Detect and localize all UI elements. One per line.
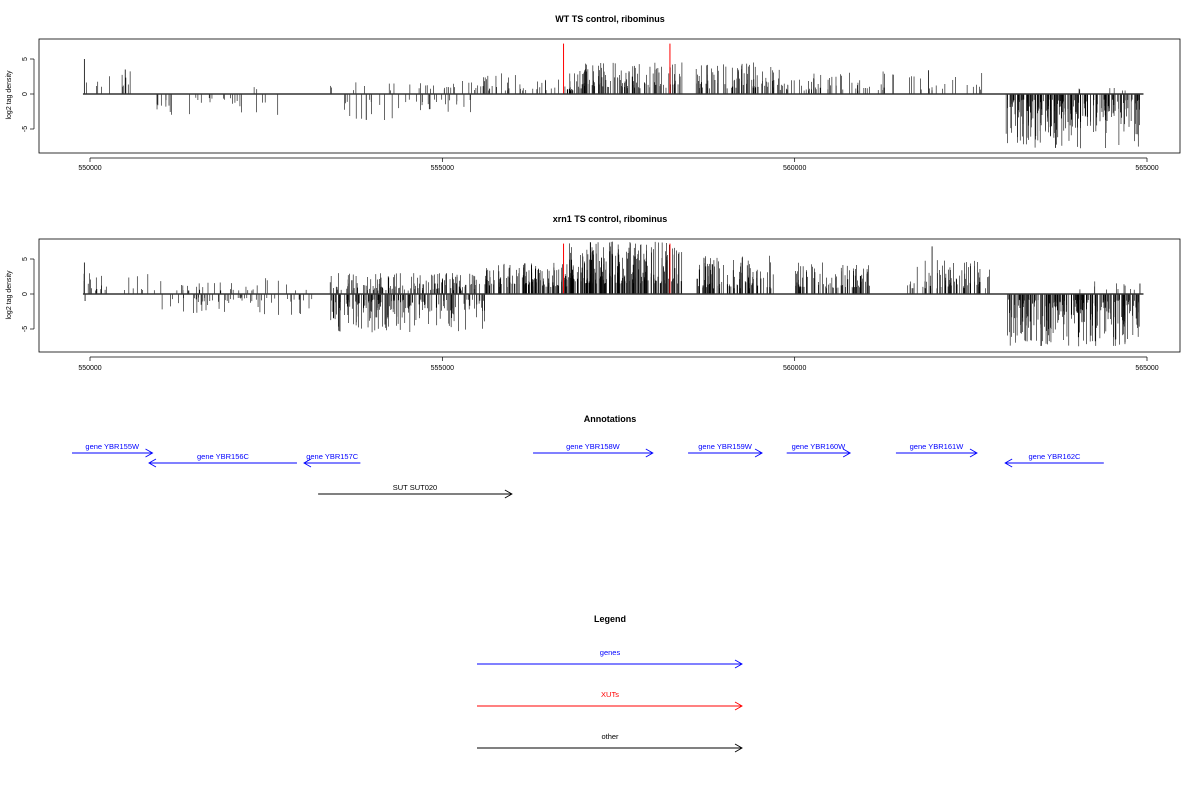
feature-arrowhead — [1004, 458, 1013, 468]
y-tick-label: -5 — [22, 126, 29, 132]
feature-arrowhead — [754, 448, 763, 458]
legend: Legend genes XUTs other — [477, 614, 743, 753]
annotation-feature: gene YBR160W — [786, 442, 852, 458]
legend-item: XUTs — [477, 690, 743, 711]
feature-arrowhead — [842, 448, 852, 458]
feature-label: SUT SUT020 — [393, 483, 437, 492]
x-tick-label: 565000 — [1135, 165, 1158, 172]
x-tick-label: 550000 — [78, 365, 101, 372]
wt-axis-ticks: 550000 555000 560000 565000 -5 0 5 — [22, 57, 1159, 172]
annotation-feature: gene YBR155W — [72, 442, 154, 458]
annotation-feature: gene YBR156C — [148, 452, 297, 468]
wt-plot-frame — [38, 38, 1181, 154]
xrn1-tag-density-panel: xrn1 TS control, ribominus log2 tag dens… — [6, 214, 1181, 372]
annotation-features: gene YBR155W gene YBR156C gene YBR157C gene… — [72, 442, 1104, 499]
xrn1-plot-frame — [38, 238, 1181, 353]
annotation-feature: gene YBR157C — [303, 452, 361, 468]
feature-label: gene YBR162C — [1028, 452, 1081, 461]
y-tick-label: -5 — [22, 326, 29, 332]
legend-items: genes XUTs other — [477, 648, 743, 753]
legend-item: genes — [477, 648, 743, 669]
feature-label: gene YBR157C — [306, 452, 359, 461]
y-tick-label: 0 — [22, 92, 29, 96]
y-tick-label: 5 — [22, 257, 29, 261]
y-tick-label: 5 — [22, 57, 29, 61]
legend-label: genes — [600, 648, 621, 657]
feature-label: gene YBR160W — [792, 442, 847, 451]
feature-arrowhead — [145, 448, 154, 458]
x-tick-label: 560000 — [783, 365, 806, 372]
x-tick-label: 550000 — [78, 165, 101, 172]
annotation-feature: gene YBR162C — [1004, 452, 1104, 468]
annotation-feature: SUT SUT020 — [318, 483, 513, 499]
legend-arrowhead — [734, 701, 743, 711]
feature-arrowhead — [645, 448, 654, 458]
legend-arrowhead — [734, 743, 743, 753]
y-tick-label: 0 — [22, 292, 29, 296]
feature-label: gene YBR159W — [698, 442, 753, 451]
wt-y-axis-label: log2 tag density — [6, 70, 13, 120]
feature-label: gene YBR156C — [197, 452, 250, 461]
annotations-title: Annotations — [584, 414, 637, 424]
annotation-feature: gene YBR159W — [688, 442, 763, 458]
feature-label: gene YBR161W — [910, 442, 965, 451]
legend-item: other — [477, 732, 743, 753]
feature-label: gene YBR158W — [566, 442, 621, 451]
legend-title: Legend — [594, 614, 626, 624]
xrn1-bars — [82, 241, 1144, 347]
x-tick-label: 555000 — [431, 365, 454, 372]
wt-panel-title: WT TS control, ribominus — [555, 14, 665, 24]
annotation-feature: gene YBR161W — [895, 442, 978, 458]
legend-label: other — [601, 732, 619, 741]
x-tick-label: 555000 — [431, 165, 454, 172]
xrn1-axis-ticks: 550000 555000 560000 565000 -5 0 5 — [22, 257, 1159, 372]
feature-arrowhead — [148, 458, 157, 468]
wt-bars — [82, 43, 1144, 149]
annotation-feature: gene YBR158W — [533, 442, 654, 458]
wt-tag-density-panel: WT TS control, ribominus log2 tag densit… — [6, 14, 1181, 172]
feature-label: gene YBR155W — [85, 442, 140, 451]
xrn1-panel-title: xrn1 TS control, ribominus — [553, 214, 668, 224]
feature-arrowhead — [504, 489, 513, 499]
xrn1-y-axis-label: log2 tag density — [6, 270, 13, 320]
legend-arrowhead — [734, 659, 743, 669]
feature-arrowhead — [969, 448, 978, 458]
legend-label: XUTs — [601, 690, 619, 699]
feature-arrowhead — [303, 458, 312, 468]
x-tick-label: 565000 — [1135, 365, 1158, 372]
x-tick-label: 560000 — [783, 165, 806, 172]
